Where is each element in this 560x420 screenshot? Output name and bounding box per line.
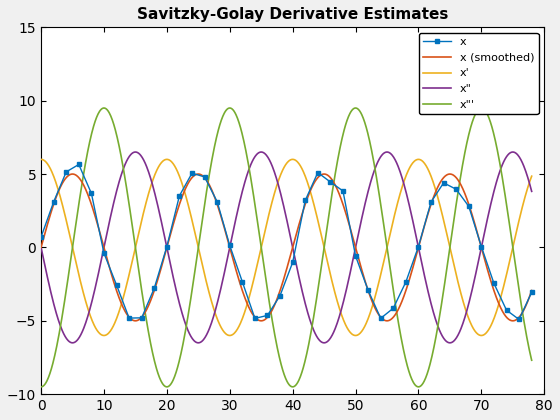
x <box>428 200 435 205</box>
x <box>189 171 195 176</box>
x" <box>69 340 76 345</box>
x' <box>421 160 427 165</box>
x' <box>430 179 436 184</box>
x <box>491 281 497 286</box>
x <box>440 180 447 185</box>
x' <box>88 315 95 320</box>
x <box>415 244 422 249</box>
x <box>251 316 258 321</box>
x' <box>236 322 243 327</box>
x <box>201 174 208 179</box>
x <box>327 179 334 184</box>
Line: x': x' <box>41 159 531 336</box>
x' <box>101 333 108 338</box>
x" <box>38 245 44 250</box>
x (smoothed) <box>430 195 437 200</box>
x <box>226 243 233 248</box>
x"' <box>38 384 44 389</box>
x <box>290 260 296 265</box>
x (smoothed) <box>237 282 244 287</box>
x"' <box>88 133 95 138</box>
x"' <box>528 358 535 363</box>
x <box>63 169 69 174</box>
x <box>503 307 510 312</box>
x <box>315 170 321 175</box>
x <box>239 279 246 284</box>
x <box>352 253 359 258</box>
x <box>76 162 82 167</box>
x <box>302 198 309 203</box>
x (smoothed) <box>376 312 382 318</box>
x <box>365 288 371 293</box>
x <box>101 251 108 256</box>
x (smoothed) <box>38 245 44 250</box>
x <box>151 286 157 291</box>
Line: x (smoothed): x (smoothed) <box>41 174 531 321</box>
x <box>138 315 145 320</box>
x <box>528 290 535 295</box>
x <box>377 316 384 321</box>
x <box>38 234 44 239</box>
x" <box>132 150 139 155</box>
x <box>176 193 183 198</box>
x (smoothed) <box>255 318 262 323</box>
x <box>478 244 485 249</box>
x (smoothed) <box>132 318 139 323</box>
x" <box>528 189 535 194</box>
x <box>453 187 460 192</box>
x"' <box>101 105 108 110</box>
x <box>164 244 170 249</box>
x"' <box>375 187 382 192</box>
x" <box>237 197 244 202</box>
x" <box>430 310 437 315</box>
x <box>50 200 57 205</box>
x" <box>88 300 95 305</box>
x"' <box>430 349 436 354</box>
x (smoothed) <box>421 223 428 228</box>
x (smoothed) <box>69 171 76 176</box>
x' <box>38 157 44 162</box>
Line: x"': x"' <box>41 108 531 387</box>
x <box>339 189 346 194</box>
x <box>277 293 283 298</box>
x" <box>376 157 382 162</box>
x <box>264 313 271 318</box>
x <box>516 317 522 322</box>
x' <box>254 260 261 265</box>
x' <box>528 173 535 178</box>
x"' <box>236 123 243 128</box>
x <box>465 204 472 209</box>
Title: Savitzky-Golay Derivative Estimates: Savitzky-Golay Derivative Estimates <box>137 7 449 22</box>
x <box>126 315 133 320</box>
Line: x: x <box>39 163 534 322</box>
x"' <box>254 220 261 225</box>
x <box>113 283 120 288</box>
x"' <box>421 379 427 384</box>
x <box>214 199 221 204</box>
x" <box>421 274 428 279</box>
x (smoothed) <box>88 202 95 207</box>
x" <box>255 151 262 156</box>
Legend: x, x (smoothed), x', x", x"': x, x (smoothed), x', x", x"' <box>419 33 539 114</box>
x (smoothed) <box>528 288 535 293</box>
x' <box>375 281 382 286</box>
x <box>88 191 95 196</box>
Line: x": x" <box>41 152 531 343</box>
x <box>390 306 396 311</box>
x <box>403 279 409 284</box>
